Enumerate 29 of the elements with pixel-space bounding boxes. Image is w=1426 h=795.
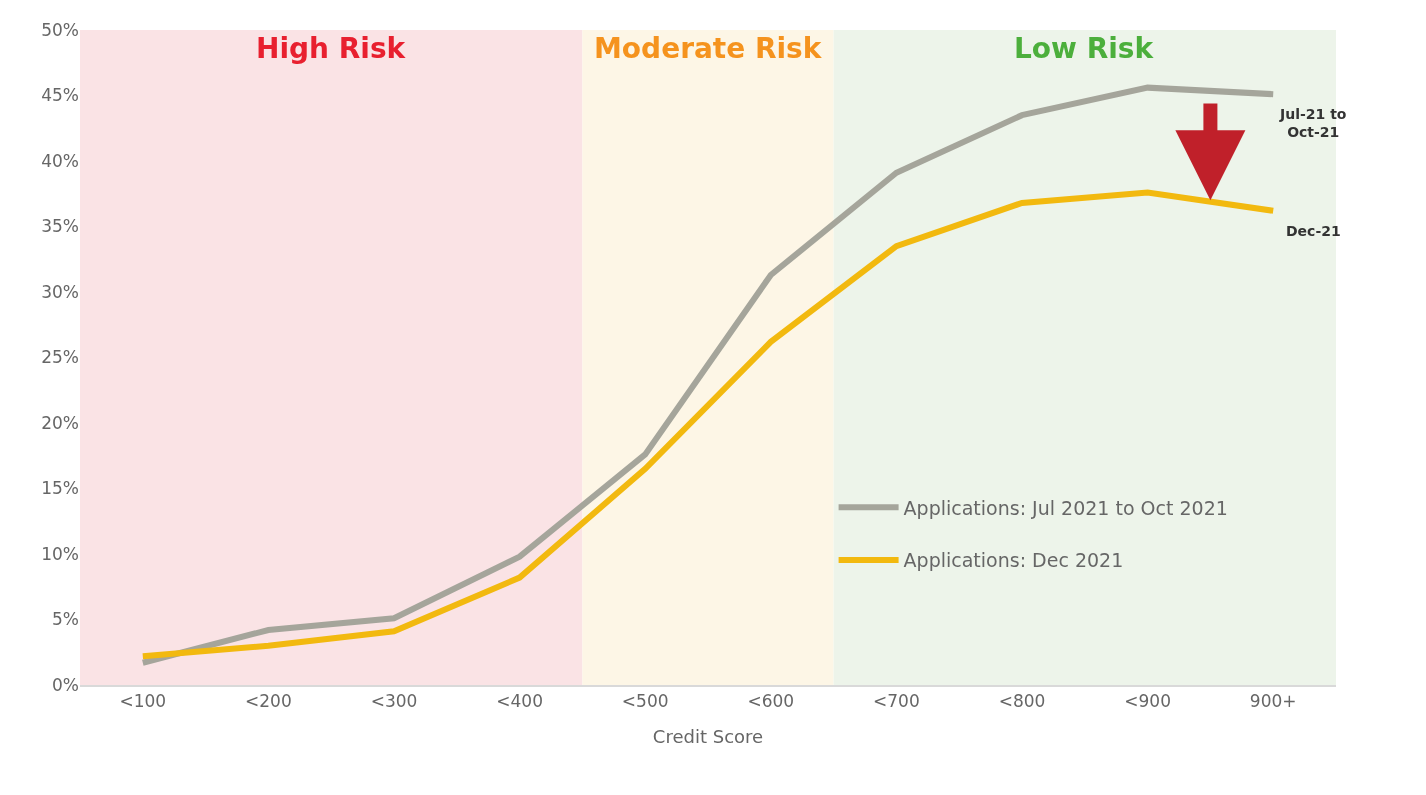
y-tick-label: 25% (41, 347, 79, 368)
y-tick-label: 35% (41, 216, 79, 237)
y-tick-label: 50% (41, 19, 79, 40)
y-tick-label: 30% (41, 281, 79, 302)
x-tick-label: <200 (245, 691, 292, 712)
x-tick-label: <600 (747, 691, 795, 712)
y-tick-label: 5% (52, 609, 79, 630)
x-axis-title: Credit Score (652, 726, 764, 747)
x-tick-label: <500 (621, 691, 669, 712)
x-tick-label: <700 (873, 691, 920, 712)
y-tick-label: 10% (41, 543, 79, 564)
x-tick-label: <300 (370, 691, 418, 712)
x-tick-label: <800 (998, 691, 1046, 712)
annotation: Jul-21 to Oct-21 (1279, 106, 1347, 141)
x-tick-label: <100 (119, 691, 167, 712)
y-tick-label: 45% (41, 85, 79, 106)
x-tick-label: <400 (496, 691, 543, 712)
x-tick-label: <900 (1124, 691, 1171, 712)
y-tick-label: 40% (41, 150, 79, 171)
band-label: Low Risk (1014, 32, 1155, 65)
y-tick-label: 0% (52, 674, 79, 695)
band-label: High Risk (256, 32, 407, 65)
annotation: Dec-21 (1286, 223, 1341, 239)
x-tick-label: 900+ (1249, 691, 1297, 712)
y-tick-label: 15% (41, 478, 79, 499)
y-tick-label: 20% (41, 412, 79, 433)
legend-label: Applications: Dec 2021 (903, 549, 1124, 572)
legend-label: Applications: Jul 2021 to Oct 2021 (903, 496, 1228, 519)
band-label: Moderate Risk (594, 32, 823, 65)
